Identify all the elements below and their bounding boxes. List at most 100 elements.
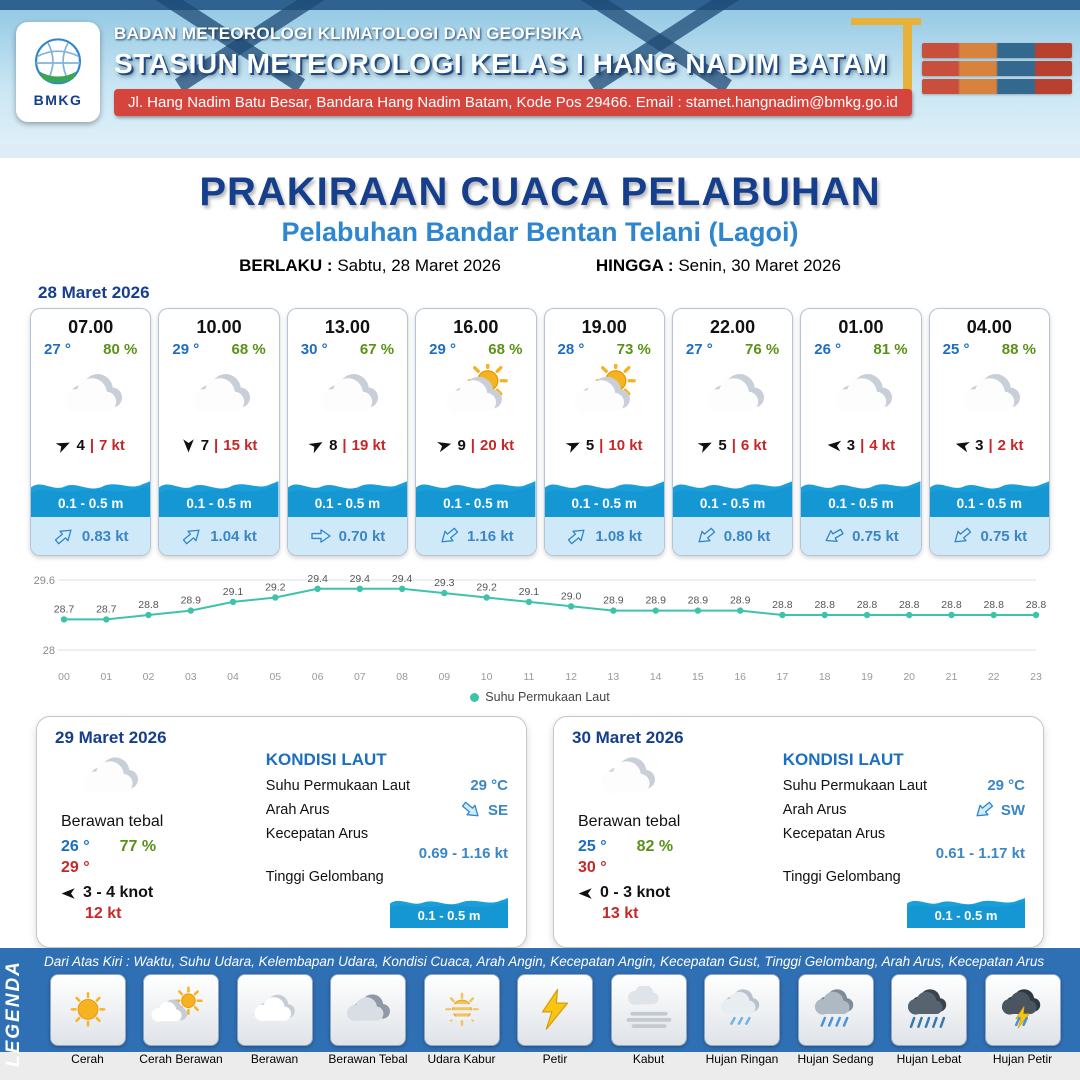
temp-humidity-row: 29 ° 68 % [416, 338, 535, 358]
weather-icon [801, 358, 920, 432]
svg-text:15: 15 [692, 671, 704, 683]
svg-text:05: 05 [269, 671, 281, 683]
wave-band: 0.1 - 0.5 m [801, 469, 921, 517]
wind-speed: 3 [975, 436, 984, 454]
svg-text:28.8: 28.8 [857, 599, 878, 611]
legend-item-label: Hujan Sedang [797, 1052, 874, 1066]
air-temperature: 28 ° [557, 341, 585, 358]
current-direction-icon [948, 522, 976, 550]
wind-speed: 0 - 3 knot [600, 884, 671, 901]
wave-height-graphic: 0.1 - 0.5 m [907, 888, 1025, 928]
svg-text:07: 07 [354, 671, 366, 683]
wind-direction-icon [826, 437, 842, 453]
wind-row: 8 | 19 kt [288, 432, 407, 458]
forecast-time: 07.00 [68, 317, 114, 337]
current-direction-icon [970, 796, 998, 824]
legend-item: Berawan Tebal [325, 974, 412, 1066]
weather-icon [673, 358, 792, 432]
svg-text:23: 23 [1030, 671, 1042, 683]
cloud-icon [236, 974, 313, 1046]
crane-illustration [851, 18, 921, 110]
svg-text:11: 11 [523, 671, 534, 683]
temp-humidity-row: 29 ° 68 % [159, 338, 278, 358]
current-row: 0.80 kt [672, 517, 793, 555]
air-temperature: 29 ° [429, 341, 456, 358]
wind-direction-icon [578, 886, 593, 901]
wind-row: 9 | 20 kt [416, 432, 535, 458]
forecast-time: 01.00 [838, 317, 884, 337]
wave-height: 0.1 - 0.5 m [699, 496, 766, 511]
bmkg-logo: BMKG [16, 22, 100, 122]
separator: | [89, 436, 95, 454]
svg-text:28.8: 28.8 [1026, 599, 1047, 611]
wave-height-value: 0.1 - 0.5 m [934, 908, 998, 923]
humidity: 67 % [359, 341, 395, 358]
until-label: HINGGA : [595, 256, 674, 275]
day-date: 30 Maret 2026 [572, 728, 684, 747]
legend-item: Hujan Sedang [792, 974, 879, 1066]
wind-direction-icon [696, 435, 716, 455]
legend-item: Berawan [231, 974, 318, 1066]
sun-icon [49, 974, 126, 1046]
current-direction-label: Arah Arus [265, 802, 330, 818]
svg-text:01: 01 [100, 671, 112, 683]
legend-item: Cerah [44, 974, 131, 1066]
gust-speed: 19 kt [351, 436, 386, 454]
current-direction-icon [691, 522, 719, 550]
svg-text:28.9: 28.9 [688, 595, 709, 607]
svg-text:28.9: 28.9 [181, 595, 202, 607]
forecast-time: 13.00 [324, 317, 370, 337]
legend-item-label: Hujan Petir [992, 1052, 1053, 1066]
sst-line-chart: 29.6 28 28.7 00 28.7 01 28.8 02 28.9 03 29.1 04 29.2… [30, 566, 1050, 688]
svg-text:28.8: 28.8 [814, 599, 835, 611]
humidity: 68 % [231, 341, 266, 358]
legend-item-label: Petir [542, 1052, 568, 1066]
weather-icon [545, 358, 664, 432]
current-row: 0.75 kt [801, 517, 921, 555]
rain-light-icon [704, 974, 780, 1046]
day-date: 29 Maret 2026 [55, 728, 167, 747]
wave-band: 0.1 - 0.5 m [544, 469, 664, 517]
gust-speed: 6 kt [740, 436, 767, 454]
svg-text:04: 04 [227, 671, 239, 683]
temp-humidity-row: 27 ° 80 % [31, 338, 150, 358]
svg-text:28.8: 28.8 [772, 599, 793, 611]
wave-band: 0.1 - 0.5 m [929, 469, 1049, 517]
sst-label: Suhu Permukaan Laut [265, 777, 411, 794]
wave-height: 0.1 - 0.5 m [58, 496, 124, 511]
svg-text:29.3: 29.3 [434, 577, 455, 589]
svg-text:29.2: 29.2 [265, 582, 286, 594]
svg-text:06: 06 [312, 671, 324, 683]
svg-text:12: 12 [565, 671, 577, 683]
wave-height: 0.1 - 0.5 m [186, 496, 252, 511]
current-speed: 1.16 kt [466, 527, 514, 545]
svg-text:29.1: 29.1 [223, 586, 244, 598]
current-direction-icon [50, 522, 78, 550]
gust-speed: 2 kt [997, 436, 1024, 454]
legend-item: Hujan Ringan [699, 974, 786, 1066]
wind-row: 0 - 3 knot [578, 884, 767, 902]
current-speed: 1.04 kt [210, 527, 257, 545]
temp-humidity-row: 25 ° 88 % [930, 338, 1049, 358]
current-speed: 0.75 kt [852, 527, 899, 545]
gust-speed: 12 kt [85, 905, 122, 922]
svg-text:28.9: 28.9 [603, 595, 624, 607]
separator: | [860, 436, 865, 454]
humidity: 88 % [1001, 341, 1036, 358]
legend-item: Kabut [605, 974, 692, 1066]
current-direction-value: SW [973, 801, 1025, 819]
legend-item-label: Hujan Ringan [705, 1052, 779, 1066]
header-decoration [0, 144, 1080, 158]
air-temperature: 30 ° [300, 341, 328, 358]
wind-speed: 9 [457, 436, 466, 454]
wave-height: 0.1 - 0.5 m [314, 496, 381, 511]
wind-direction-icon [306, 435, 326, 455]
gust-speed: 13 kt [602, 905, 639, 922]
wind-speed: 3 [846, 436, 856, 454]
wind-row: 5 | 6 kt [673, 432, 792, 458]
gust-speed: 10 kt [608, 436, 643, 454]
forecast-card: 07.00 27 ° 80 % 4 | 7 kt 0.1 - 0.5 m 0.8… [30, 308, 152, 556]
air-temperature: 26 ° [814, 341, 842, 358]
current-speed-label: Kecepatan Arus [782, 826, 886, 842]
